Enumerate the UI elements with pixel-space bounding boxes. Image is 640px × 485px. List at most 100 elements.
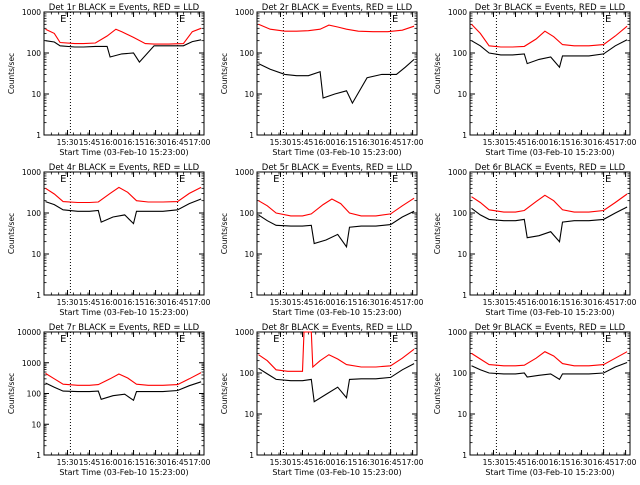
series-line-lld xyxy=(258,23,415,33)
series-line-lld xyxy=(258,197,415,217)
x-tick-label: 15:30 xyxy=(483,458,505,467)
y-tick-label: 1000 xyxy=(22,8,41,17)
y-tick-label: 10 xyxy=(31,90,41,99)
chart-panel-2: Det 2r BLACK = Events, RED = LLD 1 10 100 10… xyxy=(220,3,424,157)
series-line-events xyxy=(471,206,628,243)
x-tick-label: 15:30 xyxy=(483,138,505,147)
chart-title: Det 2r BLACK = Events, RED = LLD xyxy=(262,3,413,13)
y-axis-label: Counts/sec xyxy=(7,213,16,254)
x-tick-label: 16:45 xyxy=(593,298,615,307)
y-tick-label: 1 xyxy=(462,131,467,140)
x-tick-label: 16:30 xyxy=(571,458,593,467)
y-axis-label: Counts/sec xyxy=(220,53,229,94)
e-marker: E xyxy=(179,334,185,345)
y-tick-label: 1000 xyxy=(235,168,254,177)
x-tick-label: 15:45 xyxy=(505,458,527,467)
x-tick-label: 15:45 xyxy=(79,298,101,307)
series-line-events xyxy=(45,198,202,225)
x-tick-label: 15:45 xyxy=(79,138,101,147)
x-tick-label: 17:00 xyxy=(615,298,637,307)
e-marker: E xyxy=(605,174,611,185)
x-tick-label: 17:00 xyxy=(189,458,211,467)
series-line-events xyxy=(45,39,202,64)
series-line-events xyxy=(45,381,202,402)
x-tick-label: 15:30 xyxy=(57,298,79,307)
x-tick-label: 15:45 xyxy=(292,138,314,147)
series-line-lld xyxy=(45,27,202,45)
plot-frame xyxy=(256,171,418,296)
x-tick-label: 15:45 xyxy=(505,298,527,307)
x-tick-label: 16:00 xyxy=(527,298,549,307)
x-tick-label: 15:30 xyxy=(270,298,292,307)
x-tick-label: 16:00 xyxy=(314,298,336,307)
chart-panel-1: Det 1r BLACK = Events, RED = LLD 1 10 100 10… xyxy=(7,3,211,157)
chart-panel-7: Det 7r BLACK = Events, RED = LLD 1 10 100 10… xyxy=(7,323,211,477)
x-tick-label: 16:45 xyxy=(167,138,189,147)
x-tick-label: 16:15 xyxy=(336,458,358,467)
y-axis-label: Counts/sec xyxy=(433,373,442,414)
series-line-events xyxy=(258,58,415,105)
plot-frame xyxy=(469,171,631,296)
y-tick-label: 1 xyxy=(462,291,467,300)
x-axis-label: Start Time (03-Feb-10 15:23:00) xyxy=(59,468,188,477)
x-tick-label: 16:15 xyxy=(549,138,571,147)
x-tick-label: 16:15 xyxy=(123,298,145,307)
e-marker: E xyxy=(179,14,185,25)
x-tick-label: 17:00 xyxy=(402,298,424,307)
x-tick-label: 16:15 xyxy=(123,458,145,467)
y-tick-label: 1 xyxy=(249,291,254,300)
chart-panel-6: Det 6r BLACK = Events, RED = LLD 1 10 100 10… xyxy=(433,163,637,317)
series-line-lld xyxy=(471,193,628,213)
y-tick-label: 10 xyxy=(244,410,254,419)
x-axis-label: Start Time (03-Feb-10 15:23:00) xyxy=(59,308,188,317)
y-tick-label: 10 xyxy=(31,420,41,429)
x-tick-label: 16:15 xyxy=(336,298,358,307)
x-tick-label: 15:30 xyxy=(270,458,292,467)
x-tick-label: 16:00 xyxy=(527,138,549,147)
series-line-lld xyxy=(258,331,415,372)
y-tick-label: 100 xyxy=(240,369,255,378)
x-tick-label: 17:00 xyxy=(402,138,424,147)
x-tick-label: 15:30 xyxy=(57,138,79,147)
x-tick-label: 16:45 xyxy=(167,298,189,307)
y-tick-label: 100 xyxy=(453,369,468,378)
x-tick-label: 15:30 xyxy=(270,138,292,147)
y-tick-label: 10 xyxy=(244,250,254,259)
x-tick-label: 16:45 xyxy=(593,138,615,147)
x-tick-label: 16:00 xyxy=(101,458,123,467)
x-axis-label: Start Time (03-Feb-10 15:23:00) xyxy=(485,308,614,317)
x-tick-label: 15:45 xyxy=(79,458,101,467)
x-tick-label: 16:15 xyxy=(549,458,571,467)
x-tick-label: 16:00 xyxy=(527,458,549,467)
series-line-lld xyxy=(45,186,202,204)
y-tick-label: 10 xyxy=(244,90,254,99)
e-marker: E xyxy=(605,14,611,25)
y-tick-label: 100 xyxy=(453,209,468,218)
series-line-lld xyxy=(45,372,202,386)
x-tick-label: 17:00 xyxy=(189,298,211,307)
y-tick-label: 100 xyxy=(27,390,42,399)
e-marker: E xyxy=(392,14,398,25)
chart-title: Det 5r BLACK = Events, RED = LLD xyxy=(262,163,413,173)
x-tick-label: 16:15 xyxy=(336,138,358,147)
y-tick-label: 1000 xyxy=(235,328,254,337)
e-marker: E xyxy=(60,174,66,185)
x-tick-label: 17:00 xyxy=(615,458,637,467)
y-tick-label: 1000 xyxy=(235,8,254,17)
y-tick-label: 1000 xyxy=(448,328,467,337)
x-axis-label: Start Time (03-Feb-10 15:23:00) xyxy=(485,148,614,157)
x-tick-label: 15:30 xyxy=(57,458,79,467)
chart-panel-8: Det 8r BLACK = Events, RED = LLD 1 10 100 10… xyxy=(220,323,424,477)
chart-title: Det 4r BLACK = Events, RED = LLD xyxy=(49,163,200,173)
y-tick-label: 10000 xyxy=(17,328,41,337)
x-tick-label: 16:30 xyxy=(358,298,380,307)
x-tick-label: 16:30 xyxy=(358,138,380,147)
y-tick-label: 1000 xyxy=(22,168,41,177)
e-marker: E xyxy=(179,174,185,185)
x-tick-label: 15:45 xyxy=(505,138,527,147)
plot-frame xyxy=(43,11,205,136)
series-line-lld xyxy=(471,351,628,367)
e-marker: E xyxy=(605,334,611,345)
